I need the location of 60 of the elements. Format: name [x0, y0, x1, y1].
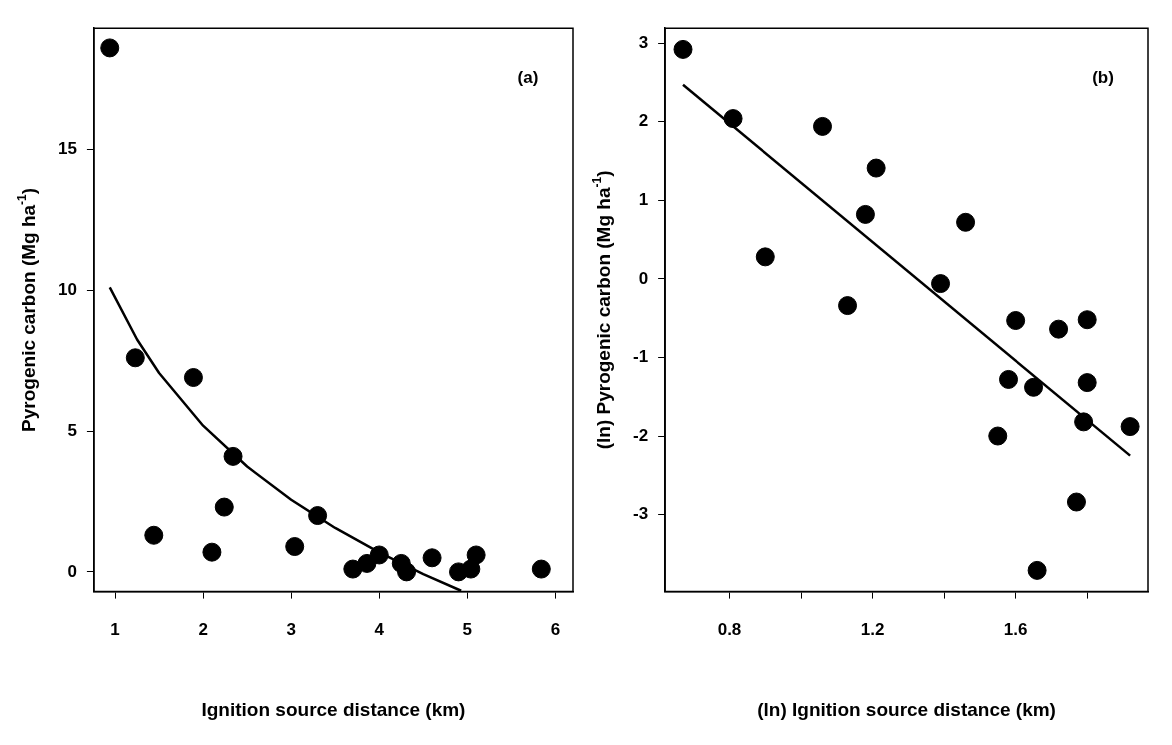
- x-tick-label: 5: [462, 620, 473, 640]
- y-tick-label: 3: [638, 32, 649, 52]
- point: [931, 274, 951, 294]
- point: [1120, 417, 1140, 437]
- x-tick-label: 0.8: [717, 620, 742, 640]
- x-tick-label: 1.6: [1003, 620, 1028, 640]
- y-tick-label: 5: [67, 420, 77, 440]
- y-axis-title: Pyrogenic carbon (Mg ha-1): [14, 187, 40, 432]
- point: [183, 368, 203, 388]
- x-tick-label: 4: [374, 620, 385, 640]
- point: [723, 109, 743, 129]
- point: [838, 296, 858, 316]
- point: [813, 116, 832, 136]
- point: [308, 506, 328, 526]
- point: [1024, 377, 1044, 397]
- point: [422, 548, 442, 568]
- point: [1077, 310, 1097, 330]
- point: [100, 38, 120, 58]
- x-tick-label: 1.2: [860, 620, 885, 640]
- annotation: (b): [1092, 67, 1114, 87]
- point: [397, 562, 417, 582]
- y-tick-label: -3: [632, 504, 649, 524]
- x-axis-title: Ignition source distance (km): [201, 699, 466, 721]
- point: [988, 426, 1008, 446]
- point: [466, 545, 486, 565]
- point: [1074, 412, 1094, 432]
- point: [1049, 319, 1069, 339]
- point: [855, 204, 875, 224]
- point: [369, 545, 389, 565]
- y-tick-label: 2: [638, 111, 649, 131]
- x-tick-label: 1: [110, 620, 120, 640]
- point: [1066, 492, 1086, 512]
- annotation: (a): [517, 67, 539, 87]
- point: [531, 559, 551, 579]
- x-axis-title: (ln) Ignition source distance (km): [757, 699, 1056, 721]
- point: [214, 497, 234, 517]
- y-tick-label: 0: [638, 268, 649, 288]
- point: [144, 525, 164, 545]
- point: [1006, 311, 1026, 331]
- point: [1077, 373, 1097, 393]
- point: [285, 537, 305, 557]
- point: [1027, 560, 1047, 580]
- y-tick-label: -1: [632, 347, 649, 367]
- y-axis-title: (ln) Pyrogenic carbon (Mg ha-1): [589, 170, 615, 450]
- x-tick-label: 6: [550, 620, 561, 640]
- point: [223, 446, 243, 466]
- point: [999, 369, 1018, 389]
- y-tick-label: 15: [57, 139, 77, 159]
- x-tick-label: 3: [286, 620, 296, 640]
- y-tick-label: 1: [638, 189, 649, 209]
- point: [755, 247, 775, 267]
- point: [125, 348, 145, 368]
- y-tick-label: 10: [57, 279, 77, 299]
- point: [956, 212, 976, 232]
- point: [673, 39, 693, 59]
- y-tick-label: 0: [67, 561, 77, 581]
- x-tick-label: 2: [198, 620, 208, 640]
- point: [866, 158, 886, 178]
- y-tick-label: -2: [632, 425, 649, 445]
- point: [202, 542, 222, 562]
